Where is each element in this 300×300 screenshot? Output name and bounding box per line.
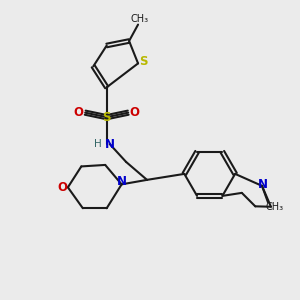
- Text: CH₃: CH₃: [266, 202, 284, 212]
- Text: N: N: [258, 178, 268, 191]
- Text: CH₃: CH₃: [130, 14, 148, 24]
- Text: S: S: [103, 111, 111, 124]
- Text: O: O: [57, 181, 67, 194]
- Text: O: O: [130, 106, 140, 119]
- Text: N: N: [105, 137, 115, 151]
- Text: N: N: [117, 176, 127, 188]
- Text: S: S: [139, 56, 148, 68]
- Text: H: H: [94, 139, 102, 149]
- Text: O: O: [74, 106, 84, 119]
